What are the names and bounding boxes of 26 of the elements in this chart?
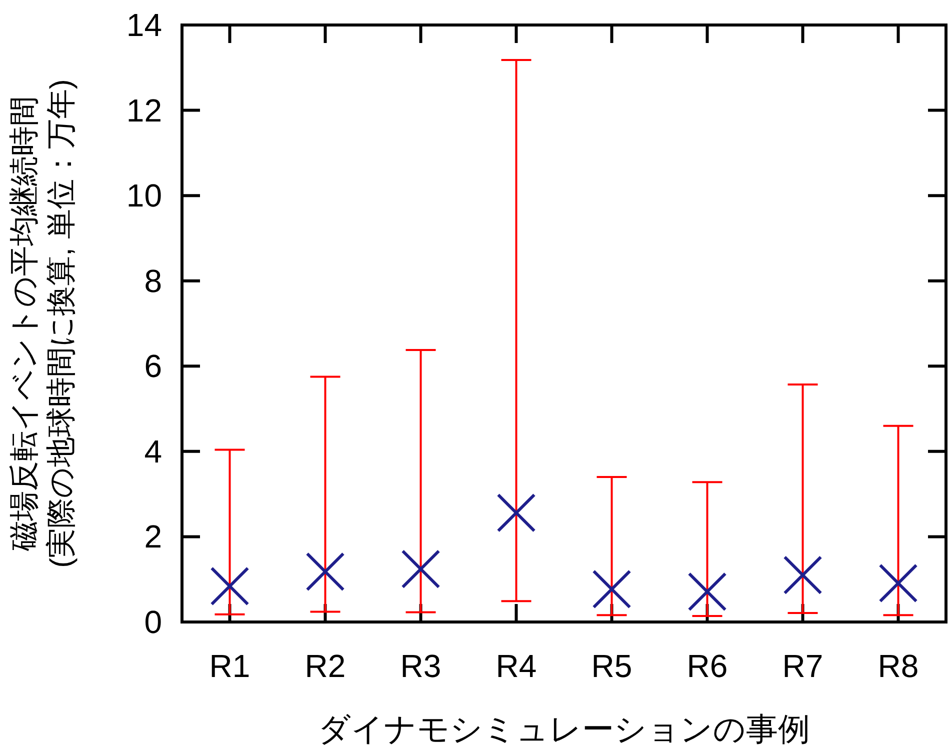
point — [306, 552, 345, 592]
y-tick-label: 12 — [126, 92, 162, 128]
x-tick-label: R7 — [782, 648, 824, 684]
y-tick-label: 2 — [144, 518, 162, 555]
y-tick-label: 14 — [126, 7, 162, 43]
x-tick-label: R2 — [304, 648, 346, 684]
y-tick-label: 8 — [144, 262, 162, 299]
x-tick-label: R6 — [686, 648, 728, 684]
point — [688, 572, 727, 612]
x-tick-label: R1 — [209, 648, 250, 684]
x-tick-label: R3 — [400, 648, 442, 684]
y-axis-title: 磁場反転イベントの平均継続時間 (実際の地球時間に換算, 単位：万年) — [8, 79, 78, 568]
point — [496, 493, 536, 532]
x-tick-label: R5 — [591, 648, 632, 684]
point — [783, 556, 822, 595]
point — [210, 566, 250, 606]
point — [878, 564, 918, 603]
point — [401, 550, 440, 589]
y-tick-label: 4 — [144, 433, 162, 470]
point — [592, 570, 632, 609]
x-tick-label: R8 — [878, 648, 919, 684]
x-axis-title: ダイナモシミュレーションの事例 — [318, 711, 810, 747]
y-tick-label: 10 — [126, 178, 162, 214]
y-tick-label: 0 — [144, 604, 162, 640]
x-tick-label: R4 — [496, 648, 537, 684]
y-tick-label: 6 — [144, 348, 162, 384]
